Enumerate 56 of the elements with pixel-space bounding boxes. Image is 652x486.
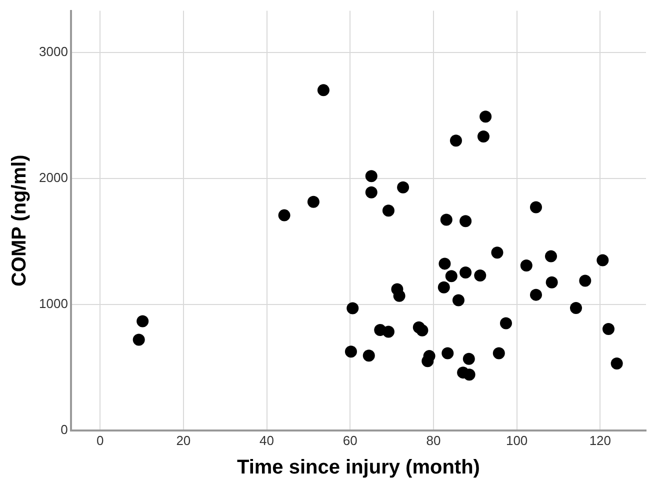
point: [382, 204, 394, 217]
point: [492, 347, 505, 360]
point: [317, 84, 330, 96]
point: [610, 357, 623, 370]
y-tick-label: 0: [60, 422, 68, 437]
point: [393, 290, 406, 302]
point: [530, 201, 542, 214]
point: [397, 181, 410, 194]
point: [602, 322, 614, 335]
x-tick-label: 20: [176, 432, 191, 448]
point: [416, 324, 428, 336]
point: [438, 258, 451, 270]
point: [544, 250, 557, 262]
y-tick-label: 2000: [39, 170, 68, 185]
point: [596, 254, 609, 266]
point: [442, 347, 454, 360]
point: [440, 214, 452, 226]
x-axis-title: Time since injury (month): [236, 456, 480, 479]
point: [474, 270, 486, 282]
point: [530, 288, 542, 301]
point: [460, 266, 472, 279]
point: [452, 294, 464, 306]
point: [132, 334, 145, 346]
point: [500, 317, 512, 330]
point: [362, 350, 375, 362]
y-axis-title: COMP (ng/ml): [8, 154, 31, 287]
point: [579, 274, 592, 287]
point: [570, 302, 582, 314]
point: [491, 246, 504, 259]
y-tick-label: 3000: [39, 44, 68, 59]
y-tick-label: 1000: [39, 296, 68, 311]
point: [460, 215, 472, 228]
x-tick-label: 40: [260, 432, 274, 448]
x-tick-label: 100: [506, 432, 528, 448]
point: [445, 270, 458, 282]
point: [278, 209, 290, 222]
x-tick-label: 80: [426, 432, 441, 448]
point: [346, 302, 359, 314]
point: [520, 259, 532, 272]
point: [307, 196, 320, 208]
point: [422, 355, 434, 368]
point: [546, 276, 558, 288]
point: [480, 110, 492, 123]
x-tick-label: 0: [96, 432, 104, 448]
point: [477, 130, 490, 143]
point: [463, 368, 476, 381]
point: [450, 134, 462, 147]
point: [382, 326, 394, 338]
point: [365, 186, 378, 198]
x-tick-label: 60: [342, 432, 358, 448]
point: [438, 281, 450, 294]
point: [462, 352, 475, 365]
point: [344, 346, 357, 358]
x-tick-label: 120: [589, 432, 612, 448]
point: [365, 170, 378, 182]
point: [136, 315, 149, 328]
